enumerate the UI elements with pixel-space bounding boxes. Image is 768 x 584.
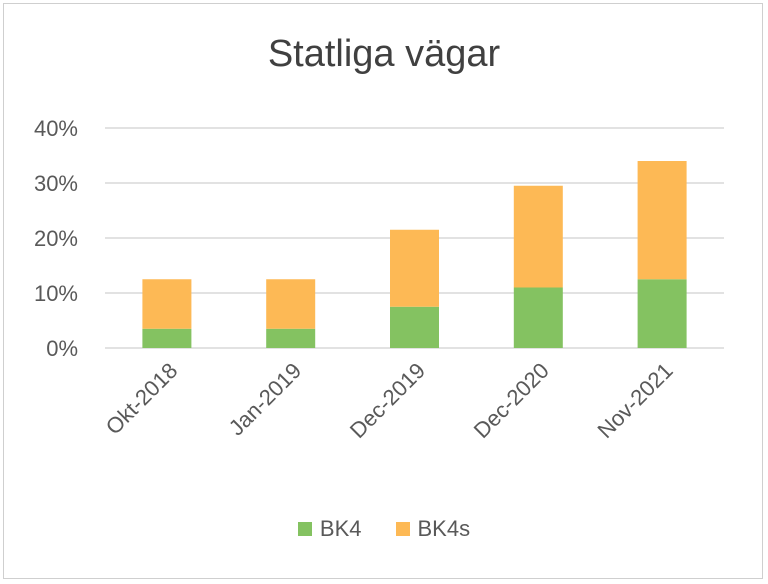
y-tick-label: 40%: [34, 116, 78, 141]
bar-bk4: [266, 328, 316, 348]
chart-frame: [3, 3, 763, 579]
bar-bk4s: [266, 279, 316, 329]
y-tick-label: 30%: [34, 171, 78, 196]
y-tick-label: 0%: [46, 336, 78, 361]
legend-label-bk4s: BK4s: [417, 516, 471, 541]
legend-swatch-bk4s: [395, 522, 410, 536]
chart-title: Statliga vägar: [267, 33, 501, 75]
bar-bk4s: [142, 279, 192, 329]
x-tick-label: Nov-2021: [593, 358, 678, 443]
y-tick-label: 20%: [34, 226, 78, 251]
bar-bk4s: [513, 185, 563, 288]
bar-bk4s: [390, 229, 439, 307]
y-tick-label: 10%: [34, 281, 78, 306]
x-tick-label: Okt-2018: [101, 358, 183, 440]
legend-swatch-bk4: [297, 522, 312, 536]
x-tick-label: Dec-2020: [469, 358, 554, 443]
chart-legend: BK4 BK4s: [0, 516, 768, 542]
bar-bk4s: [637, 161, 687, 280]
legend-label-bk4: BK4: [319, 516, 362, 541]
bar-bk4: [390, 306, 439, 348]
bar-bk4: [637, 279, 687, 348]
legend-item-bk4s: BK4s: [395, 516, 471, 542]
x-tick-label: Jan-2019: [224, 358, 307, 441]
x-tick-label: Dec-2019: [345, 358, 430, 443]
legend-item-bk4: BK4: [297, 516, 362, 542]
bar-bk4: [513, 287, 563, 348]
bar-bk4: [142, 328, 192, 348]
